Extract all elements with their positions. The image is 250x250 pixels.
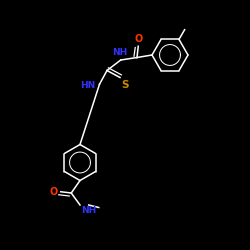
Text: S: S [122, 80, 129, 90]
Text: O: O [50, 187, 58, 197]
Text: HN: HN [80, 81, 95, 90]
Text: NH: NH [81, 206, 96, 215]
Text: O: O [134, 34, 142, 44]
Text: NH: NH [112, 48, 127, 57]
